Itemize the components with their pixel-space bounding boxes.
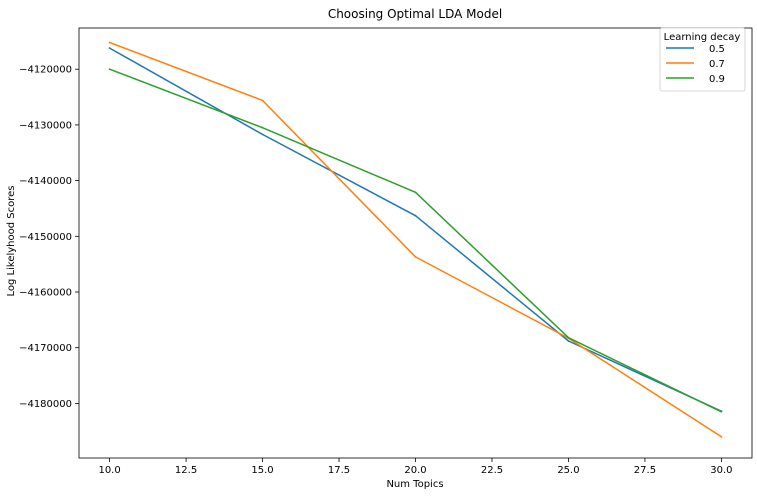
legend-entry-label: 0.5 — [709, 44, 725, 55]
data-point — [108, 47, 111, 49]
y-tick-label: −4180000 — [19, 399, 72, 410]
data-point — [261, 126, 264, 129]
x-tick-label: 20.0 — [404, 465, 426, 476]
y-tick-label: −4170000 — [19, 343, 72, 354]
y-tick-label: −4160000 — [19, 288, 72, 299]
data-point — [720, 410, 723, 413]
y-tick-label: −4130000 — [19, 120, 72, 131]
data-point — [108, 68, 111, 71]
data-point — [720, 435, 723, 438]
x-tick-label: 25.0 — [557, 465, 579, 476]
x-axis-ticks: 10.0 12.5 15.0 17.5 20.0 22.5 25.0 27.5 30.0 — [98, 458, 733, 476]
series-line-0-9 — [109, 68, 722, 413]
x-tick-label: 30.0 — [710, 465, 732, 476]
data-point — [567, 340, 570, 342]
data-point — [567, 336, 570, 339]
x-tick-label: 10.0 — [98, 465, 120, 476]
series-line-0-7 — [109, 41, 722, 438]
data-point — [261, 99, 264, 102]
x-axis-label: Num Topics — [386, 479, 443, 490]
x-tick-label: 12.5 — [175, 465, 197, 476]
series-lines — [108, 41, 723, 438]
x-tick-label: 22.5 — [481, 465, 503, 476]
legend: Learning decay 0.5 0.7 0.9 — [659, 27, 746, 92]
y-axis-ticks: −4120000 −4130000 −4140000 −4150000 −4160000… — [19, 65, 79, 410]
y-tick-label: −4150000 — [19, 232, 72, 243]
data-point — [414, 256, 417, 258]
y-tick-label: −4140000 — [19, 176, 72, 187]
x-tick-label: 17.5 — [328, 465, 350, 476]
data-point — [261, 133, 264, 136]
y-tick-label: −4120000 — [19, 65, 72, 76]
x-tick-label: 15.0 — [251, 465, 273, 476]
chart-title: Choosing Optimal LDA Model — [328, 7, 502, 21]
y-axis-label: Log Likelyhood Scores — [6, 186, 17, 297]
x-tick-label: 27.5 — [634, 465, 656, 476]
data-point — [414, 191, 417, 194]
plot-area — [78, 27, 753, 459]
legend-entry-label: 0.9 — [709, 74, 725, 85]
data-point — [414, 214, 417, 217]
series-line-0-5 — [109, 47, 722, 412]
data-point — [108, 41, 111, 44]
legend-title: Learning decay — [664, 32, 741, 43]
legend-box — [659, 27, 746, 92]
legend-entry-label: 0.7 — [709, 59, 725, 70]
